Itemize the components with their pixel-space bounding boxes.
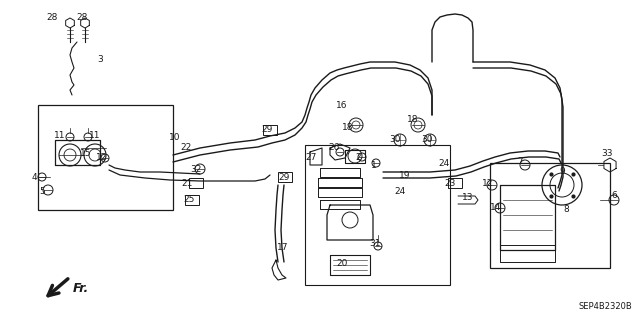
Text: 14: 14 (490, 204, 502, 212)
Bar (185, 195, 199, 205)
Text: 27: 27 (305, 153, 317, 162)
Text: 33: 33 (601, 149, 612, 158)
Text: 10: 10 (169, 132, 180, 142)
Text: 1: 1 (371, 160, 377, 169)
Text: 6: 6 (611, 191, 617, 201)
Text: 30: 30 (389, 136, 401, 145)
Text: 21: 21 (181, 179, 193, 188)
Text: 28: 28 (76, 13, 88, 23)
Text: 7: 7 (517, 158, 523, 167)
Text: 29: 29 (261, 125, 273, 135)
Bar (278, 172, 292, 182)
Text: 29: 29 (278, 174, 290, 182)
Text: 22: 22 (180, 144, 191, 152)
Bar (305, 145, 450, 285)
Text: 11: 11 (54, 131, 66, 140)
Text: 13: 13 (462, 192, 474, 202)
Text: 31: 31 (369, 239, 381, 248)
Bar (38, 105, 173, 210)
Text: 18: 18 (407, 115, 419, 123)
Text: 8: 8 (563, 205, 569, 214)
Text: 32: 32 (190, 166, 202, 174)
Bar (448, 178, 462, 188)
Text: 11: 11 (89, 131, 100, 140)
Text: 9: 9 (559, 167, 565, 176)
Bar (263, 125, 277, 135)
Text: 18: 18 (342, 123, 354, 132)
Text: 20: 20 (336, 259, 348, 269)
Text: 28: 28 (46, 13, 58, 23)
Text: 16: 16 (336, 100, 348, 109)
Bar (189, 178, 203, 188)
Text: 2: 2 (355, 153, 361, 162)
Text: 4: 4 (31, 174, 37, 182)
Text: 12: 12 (96, 153, 108, 162)
Text: 15: 15 (80, 149, 92, 158)
Text: 3: 3 (97, 56, 103, 64)
Text: SEP4B2320B: SEP4B2320B (579, 302, 632, 311)
Text: 23: 23 (444, 179, 456, 188)
Text: 26: 26 (328, 144, 340, 152)
Text: 24: 24 (394, 188, 406, 197)
Text: 25: 25 (183, 196, 195, 204)
Text: Fr.: Fr. (73, 281, 89, 294)
Text: 30: 30 (421, 136, 433, 145)
Text: 12: 12 (483, 180, 493, 189)
Text: 5: 5 (39, 188, 45, 197)
Text: 24: 24 (438, 160, 450, 168)
Text: 17: 17 (277, 242, 289, 251)
Bar (490, 163, 610, 268)
Text: 19: 19 (399, 170, 411, 180)
